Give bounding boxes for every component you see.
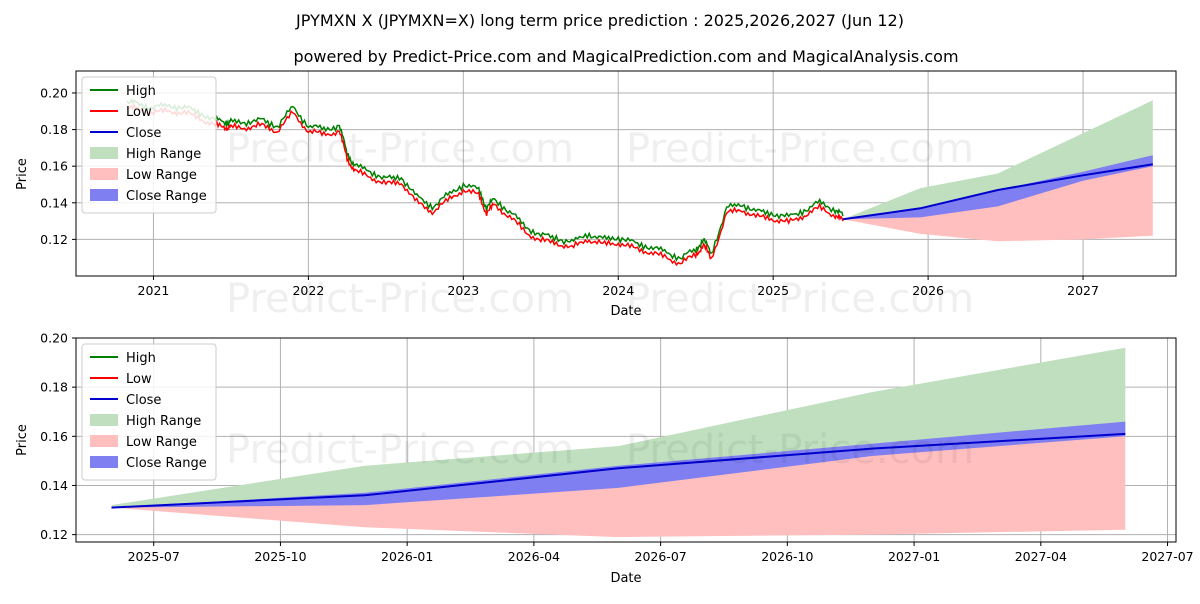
chart-title: JPYMXN X (JPYMXN=X) long term price pred… <box>295 11 904 30</box>
top-x-axis-label: Date <box>610 304 641 319</box>
legend-low-range-label: Low Range <box>126 168 197 183</box>
y-tick-label: 0.18 <box>40 122 68 137</box>
watermark-text: Predict-Price.com <box>226 427 574 473</box>
low-line <box>126 102 844 267</box>
x-tick-label: 2023 <box>447 283 479 298</box>
bottom-watermarks: Predict-Price.com Predict-Price.com <box>226 427 974 473</box>
legend-close-range-swatch <box>90 456 118 468</box>
top-legend: High Low Close High Range Low Range Close Ran… <box>81 76 217 214</box>
x-tick-label: 2024 <box>602 283 634 298</box>
y-tick-label: 0.18 <box>40 380 68 395</box>
bottom-panel: Predict-Price.com Predict-Price.com 2025… <box>15 331 1194 587</box>
watermark-text: Predict-Price.com <box>626 427 974 473</box>
legend-low-range-label: Low Range <box>126 435 197 450</box>
legend-close-label: Close <box>126 393 161 408</box>
legend-close-range-swatch <box>90 189 118 201</box>
top-axes-frame <box>75 70 1177 277</box>
y-tick-label: 0.12 <box>40 527 68 542</box>
close-line <box>842 163 1153 221</box>
legend-high-label: High <box>126 84 156 99</box>
x-tick-label: 2027 <box>1067 283 1099 298</box>
x-tick-label: 2026 <box>912 283 944 298</box>
legend-low-range-swatch <box>90 168 118 180</box>
high-range-band <box>111 347 1126 508</box>
top-ticks: 2021 2022 2023 2024 2025 2026 2027 0.12 0.14 0.16… <box>40 85 1099 298</box>
x-tick-label: 2027-04 <box>1015 549 1067 564</box>
x-tick-label: 2022 <box>292 283 324 298</box>
watermark-text: Predict-Price.com <box>226 126 574 172</box>
x-tick-label: 2026-04 <box>508 549 560 564</box>
bottom-series <box>111 347 1126 538</box>
legend-low-label: Low <box>126 372 152 387</box>
legend-high-label: High <box>126 351 156 366</box>
legend-high-range-label: High Range <box>126 414 201 429</box>
x-tick-label: 2026-01 <box>381 549 433 564</box>
x-tick-label: 2027-01 <box>888 549 940 564</box>
legend-close-range-label: Close Range <box>126 456 207 471</box>
high-line <box>126 98 844 263</box>
x-tick-label: 2026-07 <box>635 549 687 564</box>
watermark-text: Predict-Price.com <box>626 126 974 172</box>
top-panel: Predict-Price.com Predict-Price.com Pred… <box>15 70 1177 322</box>
top-y-axis-label: Price <box>15 158 30 190</box>
y-tick-label: 0.20 <box>40 331 68 346</box>
close-line <box>111 432 1126 509</box>
legend-high-range-swatch <box>90 147 118 159</box>
x-tick-label: 2021 <box>138 283 170 298</box>
bottom-axes-frame <box>75 337 1177 543</box>
x-tick-label: 2025-10 <box>254 549 306 564</box>
x-tick-label: 2025-07 <box>128 549 180 564</box>
legend-close-range-label: Close Range <box>126 189 207 204</box>
x-tick-label: 2025 <box>757 283 789 298</box>
y-tick-label: 0.20 <box>40 85 68 100</box>
high-range-band <box>842 100 1153 220</box>
watermark-text: Predict-Price.com <box>626 276 974 322</box>
y-tick-label: 0.14 <box>40 195 68 210</box>
top-series <box>126 98 1153 267</box>
bottom-ticks: 2025-07 2025-10 2026-01 2026-04 2026-07 2026-… <box>40 331 1193 565</box>
y-tick-label: 0.16 <box>40 429 68 444</box>
bottom-y-axis-label: Price <box>15 424 30 456</box>
legend-low-label: Low <box>126 105 152 120</box>
y-tick-label: 0.12 <box>40 232 68 247</box>
y-tick-label: 0.14 <box>40 478 68 493</box>
top-watermarks: Predict-Price.com Predict-Price.com Pred… <box>226 126 974 322</box>
legend-high-range-label: High Range <box>126 147 201 162</box>
x-tick-label: 2026-10 <box>761 549 813 564</box>
legend-close-label: Close <box>126 126 161 141</box>
bottom-legend: High Low Close High Range Low Range Close Ran… <box>81 343 217 481</box>
x-tick-label: 2027-07 <box>1141 549 1193 564</box>
y-tick-label: 0.16 <box>40 159 68 174</box>
legend-low-range-swatch <box>90 435 118 447</box>
chart-subtitle: powered by Predict-Price.com and Magical… <box>293 47 958 66</box>
watermark-text: Predict-Price.com <box>226 276 574 322</box>
bottom-x-axis-label: Date <box>610 571 641 586</box>
legend-high-range-swatch <box>90 414 118 426</box>
